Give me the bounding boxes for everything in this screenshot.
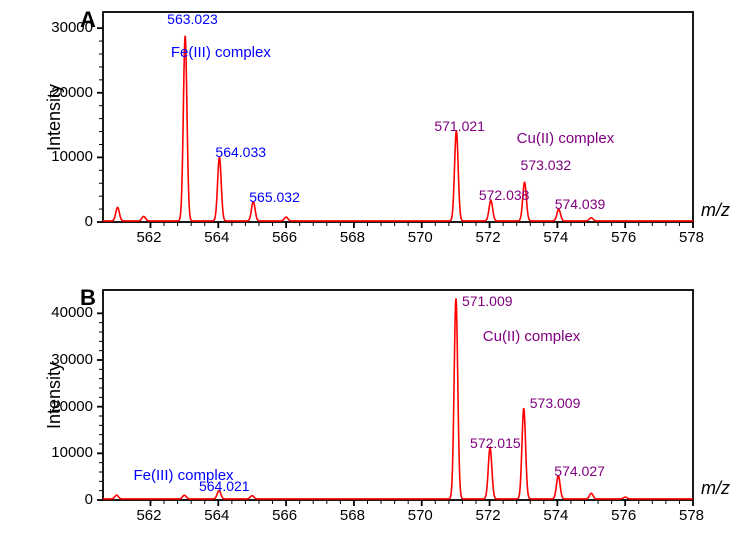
plot-svg-b [0, 0, 751, 545]
peak-label: 573.009 [530, 395, 581, 411]
complex-label: Fe(III) complex [134, 467, 234, 484]
peak-label: 572.015 [470, 435, 521, 451]
peak-label: 571.009 [462, 293, 513, 309]
complex-label: Cu(II) complex [483, 328, 581, 345]
peak-label: 574.027 [554, 463, 605, 479]
